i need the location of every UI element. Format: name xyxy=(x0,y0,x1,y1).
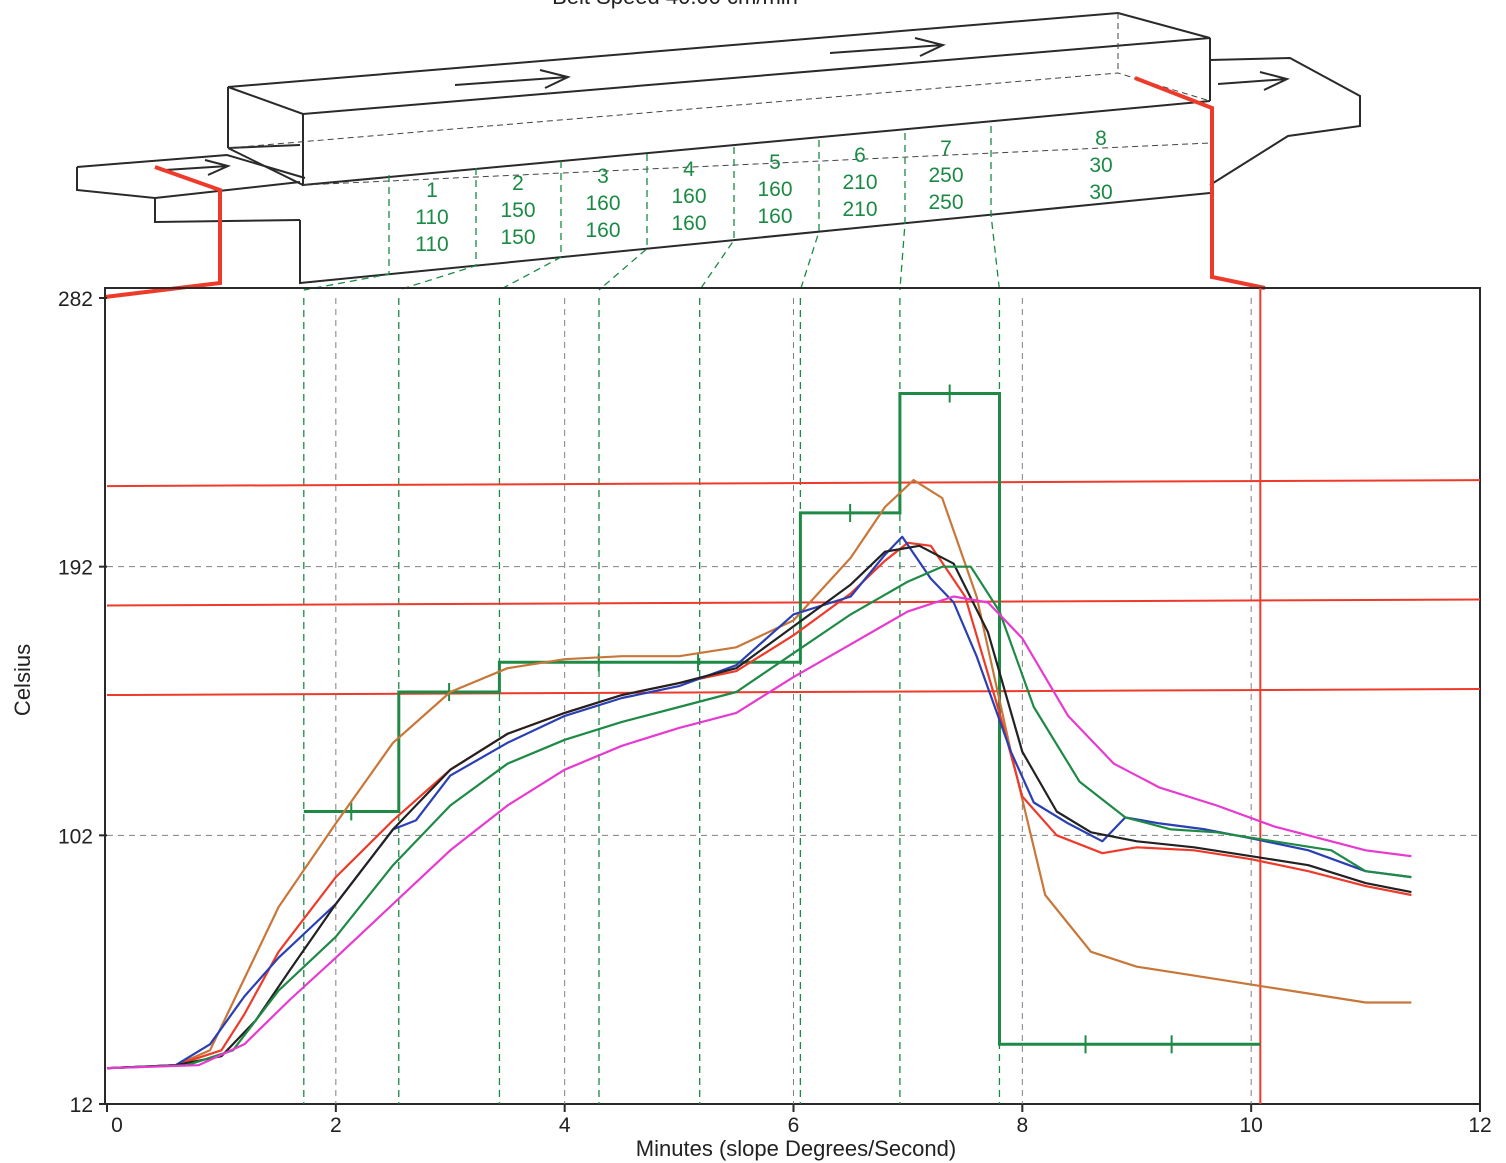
zone-top-setpoint: 110 xyxy=(415,206,448,229)
oven-zone-2: 2 150 150 xyxy=(500,172,535,249)
reference-lines xyxy=(106,479,1481,697)
profile-start-end-markers xyxy=(104,76,1266,299)
zone-bottom-setpoint: 210 xyxy=(842,198,877,221)
zone-number: 1 xyxy=(426,179,438,202)
x-axis-label: Minutes (slope Degrees/Second) xyxy=(636,1136,956,1161)
conveyor-outlet xyxy=(1209,56,1361,186)
oven-zone-3: 3 160 160 xyxy=(585,165,620,242)
y-tick-label: 192 xyxy=(58,557,93,580)
y-tick-label: 12 xyxy=(70,1094,93,1117)
series-line-4 xyxy=(106,544,1412,1070)
x-tick-label: 2 xyxy=(330,1114,342,1137)
zone-bottom-setpoint: 30 xyxy=(1089,181,1112,204)
x-tick-label: 12 xyxy=(1468,1114,1491,1137)
reference-line xyxy=(106,688,1481,697)
zone-number: 7 xyxy=(940,137,952,160)
oven-zone-7: 7 250 250 xyxy=(928,137,963,214)
zone-top-setpoint: 210 xyxy=(842,171,877,194)
zone-bottom-setpoint: 110 xyxy=(415,233,448,256)
reference-line xyxy=(106,598,1481,607)
y-tick-label: 102 xyxy=(58,825,93,848)
zone-bottom-setpoint: 160 xyxy=(671,212,706,235)
zone-connector xyxy=(499,161,562,291)
x-tick-label: 8 xyxy=(1016,1114,1028,1137)
plot-area: 0 2 4 6 8 10 12 12 102 192 282 xyxy=(58,287,1492,1137)
y-axis-label: Celsius xyxy=(10,644,35,716)
zone-bottom-setpoint: 160 xyxy=(757,205,792,228)
oven-zone-6: 6 210 210 xyxy=(842,144,877,221)
oven-top-face xyxy=(227,11,1211,116)
series-line-5 xyxy=(106,565,1412,1070)
zone-top-setpoint: 250 xyxy=(928,164,963,187)
setpoint-line xyxy=(303,392,1261,1046)
zone-connector xyxy=(303,175,390,291)
zone-top-setpoint: 160 xyxy=(585,192,620,215)
oven-zone-4: 4 160 160 xyxy=(671,158,706,235)
setpoint-profile xyxy=(303,384,1261,1054)
oven-zone-8: 8 30 30 xyxy=(1089,127,1112,204)
zone-bottom-setpoint: 150 xyxy=(500,226,535,249)
data-series xyxy=(106,479,1412,1070)
y-axis-ticks: 12 102 192 282 xyxy=(58,288,107,1117)
chart-title: Belt Speed 40.00 cm/min xyxy=(552,0,798,9)
series-line-2 xyxy=(106,541,1412,1070)
reference-line xyxy=(106,479,1481,488)
zone-top-setpoint: 160 xyxy=(757,178,792,201)
series-line-1 xyxy=(106,479,1412,1070)
oven-front-face xyxy=(302,100,1211,187)
zone-connectors xyxy=(303,126,1001,291)
gridlines xyxy=(107,298,1480,1104)
zone-number: 4 xyxy=(683,158,695,181)
zone-top-setpoint: 30 xyxy=(1089,154,1112,177)
zone-number: 3 xyxy=(597,165,609,188)
y-tick-label: 282 xyxy=(58,288,93,311)
x-tick-label: 0 xyxy=(111,1114,123,1137)
oven-zone-labels: 1 110 110 2 150 150 3 160 160 4 160 160 5 160 160 6 210 2… xyxy=(415,127,1112,256)
zone-number: 6 xyxy=(854,144,866,167)
oven-diagram xyxy=(76,11,1361,299)
zone-bottom-setpoint: 250 xyxy=(928,191,963,214)
zone-connector xyxy=(799,140,820,291)
x-tick-label: 6 xyxy=(788,1114,800,1137)
x-axis-ticks: 0 2 4 6 8 10 12 xyxy=(106,1104,1492,1137)
zone-top-setpoint: 150 xyxy=(500,199,535,222)
zone-number: 8 xyxy=(1095,127,1107,150)
zone-top-setpoint: 160 xyxy=(671,185,706,208)
belt-direction-arrows xyxy=(164,37,1290,176)
oven-zone-1: 1 110 110 xyxy=(415,179,448,256)
zone-connector xyxy=(699,147,735,291)
conveyor-inlet xyxy=(76,153,306,224)
zone-connector xyxy=(990,126,1001,291)
zone-connector xyxy=(598,154,648,291)
zone-bottom-setpoint: 160 xyxy=(585,219,620,242)
zone-number: 2 xyxy=(512,172,524,195)
x-tick-label: 4 xyxy=(559,1114,571,1137)
oven-body xyxy=(227,144,1211,285)
zone-connector xyxy=(398,168,477,291)
zone-number: 5 xyxy=(769,151,781,174)
x-tick-label: 10 xyxy=(1239,1114,1262,1137)
zone-connector xyxy=(899,133,906,291)
series-line-6 xyxy=(106,595,1412,1070)
oven-zone-5: 5 160 160 xyxy=(757,151,792,228)
